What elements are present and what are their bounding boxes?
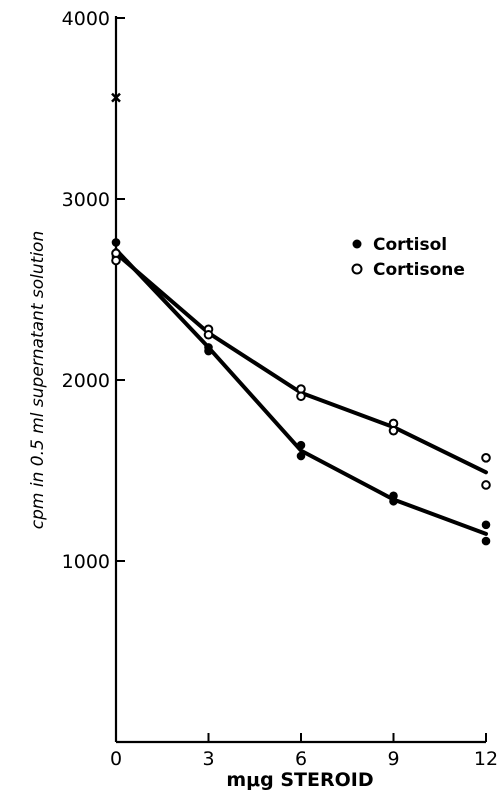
data-point-cortisone xyxy=(481,480,491,490)
legend-marker-cortisone xyxy=(351,263,363,275)
y-axis-title: cpm in 0.5 ml supernatant solution xyxy=(28,231,48,529)
x-tick-label: 12 xyxy=(474,748,498,770)
data-point-cortisone xyxy=(296,391,306,402)
data-point-cortisol xyxy=(481,536,491,546)
y-tick-label: 4000 xyxy=(62,8,110,30)
data-point-cortisone xyxy=(203,329,214,340)
legend-marker-cortisol xyxy=(352,239,362,249)
data-point-cortisol xyxy=(296,451,306,461)
data-point-cortisol xyxy=(204,346,213,356)
legend-label-cortisone: Cortisone xyxy=(373,260,465,280)
data-point-cortisol xyxy=(296,440,306,450)
data-point-cortisone xyxy=(111,255,121,266)
y-tick-label: 1000 xyxy=(62,551,110,573)
axes: 0 3 6 9 12 1000 2000 3000 4000 xyxy=(62,8,498,770)
x-tick-label: 3 xyxy=(202,748,214,770)
data-point-cortisone xyxy=(388,425,399,436)
x-tick-label: 0 xyxy=(110,748,122,770)
data-point-cortisone xyxy=(481,453,491,463)
x-tick-label: 6 xyxy=(295,748,307,770)
x-axis-title: mμg STEROID xyxy=(226,769,373,791)
data-point-cortisol xyxy=(389,496,398,506)
legend: Cortisol Cortisone xyxy=(351,235,465,280)
data-point-cortisol xyxy=(111,238,121,247)
y-tick-label: 2000 xyxy=(62,370,110,392)
legend-label-cortisol: Cortisol xyxy=(373,235,447,255)
data-point-cortisol xyxy=(481,520,491,530)
y-tick-label: 3000 xyxy=(62,189,110,211)
x-tick-label: 9 xyxy=(387,748,399,770)
fit-line-cortisone xyxy=(114,251,488,475)
control-marker xyxy=(111,92,121,103)
fit-line-cortisol xyxy=(114,247,488,536)
data-points xyxy=(111,238,491,546)
